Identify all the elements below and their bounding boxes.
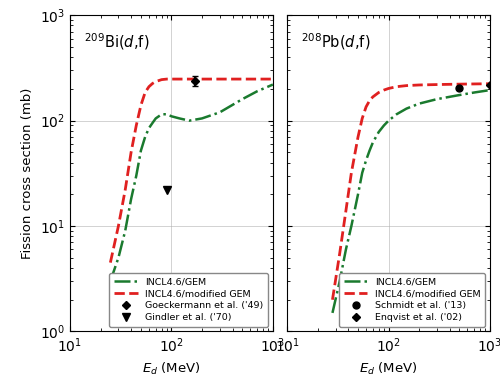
Legend: INCL4.6/GEM, INCL4.6/modified GEM, Schmidt et al. ('13), Enqvist et al. ('02): INCL4.6/GEM, INCL4.6/modified GEM, Schmi… — [339, 273, 486, 327]
Legend: INCL4.6/GEM, INCL4.6/modified GEM, Goeckermann et al. ('49), Gindler et al. ('70: INCL4.6/GEM, INCL4.6/modified GEM, Goeck… — [110, 273, 268, 327]
Text: $^{208}$Pb($d$,f): $^{208}$Pb($d$,f) — [302, 31, 370, 52]
X-axis label: $E_d$ (MeV): $E_d$ (MeV) — [359, 360, 418, 376]
Text: $^{209}$Bi($d$,f): $^{209}$Bi($d$,f) — [84, 31, 150, 52]
X-axis label: $E_d$ (MeV): $E_d$ (MeV) — [142, 360, 201, 376]
Y-axis label: Fission cross section (mb): Fission cross section (mb) — [22, 88, 35, 259]
